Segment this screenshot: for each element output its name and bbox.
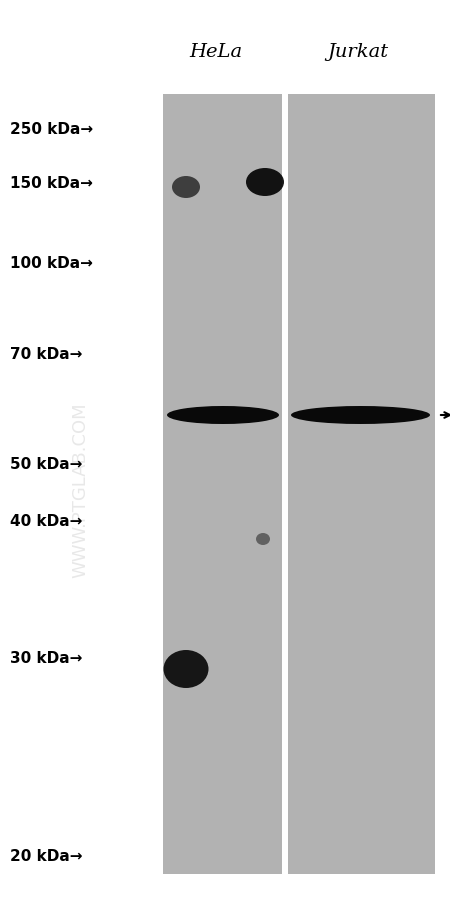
Text: HeLa: HeLa — [189, 43, 243, 61]
Text: 100 kDa→: 100 kDa→ — [10, 256, 93, 272]
Text: 150 kDa→: 150 kDa→ — [10, 175, 93, 190]
Ellipse shape — [291, 407, 430, 425]
Ellipse shape — [163, 650, 208, 688]
Ellipse shape — [246, 169, 284, 197]
Ellipse shape — [172, 177, 200, 198]
Text: 50 kDa→: 50 kDa→ — [10, 457, 82, 472]
Text: 30 kDa→: 30 kDa→ — [10, 650, 82, 666]
Text: WWW.PTGLAB.COM: WWW.PTGLAB.COM — [71, 401, 89, 577]
Text: 250 kDa→: 250 kDa→ — [10, 123, 93, 137]
Ellipse shape — [167, 407, 279, 425]
Text: Jurkat: Jurkat — [328, 43, 388, 61]
Bar — [288, 95, 435, 874]
Bar — [163, 95, 282, 874]
Ellipse shape — [256, 533, 270, 546]
Text: 20 kDa→: 20 kDa→ — [10, 849, 82, 863]
Text: 70 kDa→: 70 kDa→ — [10, 347, 82, 362]
Text: 40 kDa→: 40 kDa→ — [10, 514, 82, 529]
